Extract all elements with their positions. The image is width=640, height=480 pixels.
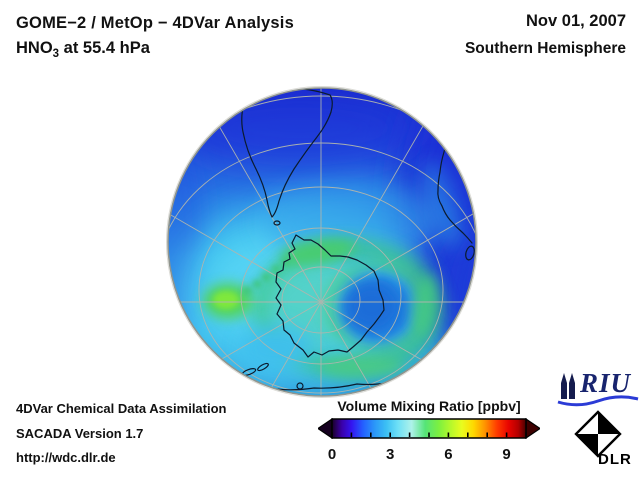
colorbar-scale [316,417,542,440]
dlr-label: DLR [598,451,632,468]
dlr-emblem-icon [574,410,622,458]
dlr-logo: DLR [574,410,638,470]
colorbar-tick-label: 9 [502,446,511,463]
mixing-ratio-field [168,88,476,396]
coastline-africa [437,131,473,244]
coastline-south-america [241,88,333,218]
hemisphere-label: Southern Hemisphere [464,40,626,57]
header-left: GOME−2 / MetOp − 4DVar Analysis HNO3 at … [16,14,294,60]
credits-block: 4DVar Chemical Data Assimilation SACADA … [16,401,227,475]
coastline-tasmania [296,382,304,390]
riu-logo: RIU [556,368,640,408]
riu-cathedral-icon [557,373,639,407]
riu-wave [557,395,639,407]
colorbar-tick-labels: 0 3 6 9 [318,446,540,464]
plot-title: GOME−2 / MetOp − 4DVar Analysis [16,14,294,32]
colorbar-tick-label: 0 [327,446,337,463]
colorbar-gradient [331,418,527,439]
colorbar-tick-label: 3 [386,446,395,463]
coastline-madagascar [465,245,475,261]
credit-url: http://wdc.dlr.de [16,450,116,465]
graticule [168,88,476,396]
colorbar-underflow-arrow [316,417,333,440]
coastline-new-zealand-north [257,362,269,372]
pressure-level: at 55.4 hPa [59,39,150,57]
coastline-antarctica [275,234,385,358]
globe-rim [167,87,477,397]
header-right: Nov 01, 2007 Southern Hemisphere [465,12,626,58]
credit-assimilation: 4DVar Chemical Data Assimilation [16,401,227,416]
species-name: HNO [16,39,53,57]
riu-label: RIU [580,368,632,398]
date-label: Nov 01, 2007 [526,12,626,30]
species-level-label: HNO3 at 55.4 hPa [16,39,294,60]
colorbar-tick-marks [331,432,527,437]
credit-version: SACADA Version 1.7 [16,425,144,441]
colorbar-tick-label: 6 [444,446,453,463]
colorbar: Volume Mixing Ratio [ppbv] [316,398,542,464]
species-subscript: 3 [52,48,60,60]
colorbar-overflow-arrow [525,417,542,440]
colorbar-title: Volume Mixing Ratio [ppbv] [337,398,521,414]
